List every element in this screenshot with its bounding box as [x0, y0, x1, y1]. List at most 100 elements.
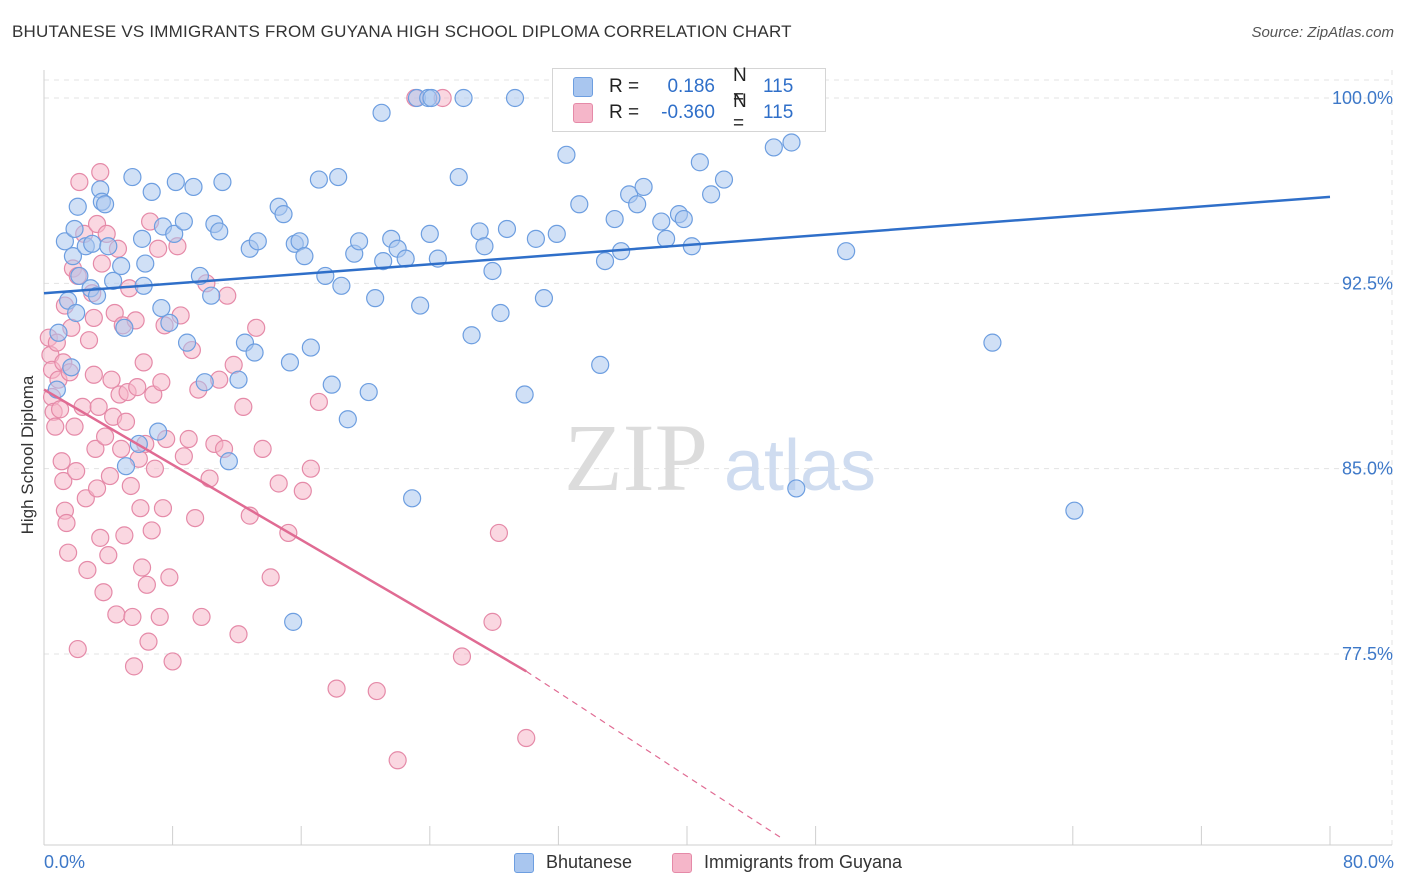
chart-title: BHUTANESE VS IMMIGRANTS FROM GUYANA HIGH…: [12, 22, 792, 41]
guyana-point-39: [94, 583, 113, 602]
bhutanese-point-58: [316, 266, 335, 286]
guyana-point-42: [99, 546, 118, 565]
guyana-point-43: [100, 466, 120, 486]
guyana-point-78: [160, 568, 179, 587]
bhutanese-point-94: [634, 177, 653, 197]
bhutanese-point-95: [652, 212, 671, 231]
guyana-point-82: [174, 447, 193, 466]
bhutanese-point-83: [526, 229, 545, 248]
trend-line-guyana-extension: [525, 670, 784, 840]
guyana-point-69: [142, 521, 161, 540]
bhutanese-point-44: [229, 370, 248, 389]
bhutanese-point-85: [547, 224, 566, 244]
y-tick-label-1: 85.0%: [1342, 459, 1393, 479]
legend-item-guyana[interactable]: Immigrants from Guyana: [672, 852, 902, 873]
guyana-point-19: [65, 417, 84, 436]
bhutanese-point-73: [420, 224, 439, 244]
guyana-point-36: [91, 528, 110, 547]
bhutanese-point-9: [70, 266, 89, 286]
guyana-point-104: [301, 459, 320, 478]
guyana-point-67: [139, 632, 158, 651]
legend-r-value: -0.360: [661, 102, 715, 123]
guyana-point-98: [247, 318, 266, 337]
guyana-point-44: [102, 370, 121, 389]
guyana-point-101: [269, 474, 288, 493]
bhutanese-point-75: [449, 167, 468, 187]
legend-swatch-bhutanese: [514, 852, 534, 873]
legend-r-value: 0.186: [667, 76, 715, 97]
guyana-point-71: [145, 459, 165, 478]
guyana-point-35: [89, 397, 108, 416]
guyana-point-53: [116, 412, 136, 431]
guyana-point-73: [150, 607, 169, 627]
bhutanese-point-98: [674, 209, 693, 229]
bhutanese-point-113: [454, 88, 473, 108]
x-tick-min: 0.0%: [44, 852, 86, 872]
guyana-point-30: [84, 308, 103, 328]
bhutanese-point-60: [329, 167, 348, 187]
guyana-point-108: [388, 751, 407, 770]
bhutanese-point-48: [245, 343, 264, 362]
bhutanese-point-90: [605, 209, 624, 229]
bhutanese-point-102: [714, 170, 734, 189]
legend-item-bhutanese[interactable]: Bhutanese: [514, 852, 632, 873]
bhutanese-point-31: [160, 313, 179, 332]
guyana-point-83: [179, 429, 198, 449]
guyana-point-14: [57, 513, 76, 533]
bhutanese-point-6: [65, 219, 84, 239]
guyana-point-105: [309, 392, 328, 412]
bhutanese-point-76: [462, 326, 481, 345]
y-axis-label: High School Diploma: [18, 375, 37, 535]
bhutanese-point-101: [702, 185, 721, 204]
bhutanese-point-35: [177, 333, 197, 352]
bhutanese-point-109: [372, 103, 391, 122]
legend-n-label: N =: [733, 65, 747, 108]
bhutanese-point-81: [497, 219, 517, 239]
bhutanese-point-24: [132, 229, 152, 248]
stats-legend: R = 0.186 N = 115 R = -0.360 N = 115: [552, 65, 826, 134]
bhutanese-point-112: [422, 88, 441, 108]
legend-n-value: 115: [763, 102, 794, 123]
bhutanese-point-84: [534, 289, 554, 308]
bhutanese-point-67: [374, 251, 393, 271]
bhutanese-point-21: [116, 457, 136, 476]
bhutanese-point-72: [411, 296, 430, 315]
legend-label-guyana: Immigrants from Guyana: [704, 852, 903, 872]
y-tick-labels: 77.5% 85.0% 92.5% 100.0%: [1332, 88, 1393, 664]
bhutanese-point-88: [591, 355, 610, 374]
guyana-point-64: [134, 353, 153, 372]
y-tick-label-0: 77.5%: [1342, 644, 1393, 664]
bhutanese-point-106: [837, 242, 856, 261]
bhutanese-point-33: [166, 172, 185, 192]
bhutanese-point-32: [165, 224, 184, 244]
guyana-point-10: [54, 471, 73, 491]
bhutanese-point-61: [332, 276, 351, 295]
bhutanese-point-43: [219, 452, 238, 471]
guyana-point-37: [91, 163, 110, 182]
bhutanese-point-103: [764, 138, 783, 157]
guyana-point-112: [483, 612, 502, 631]
legend-r-label: R =: [609, 76, 640, 97]
series-bhutanese-points: [47, 88, 1084, 631]
bhutanese-point-89: [595, 251, 615, 271]
legend-swatch-guyana: [672, 852, 692, 873]
bhutanese-point-104: [782, 133, 801, 152]
legend-swatch-blue: [573, 77, 593, 97]
bhutanese-point-29: [152, 298, 171, 318]
guyana-point-89: [200, 469, 219, 488]
x-tick-max: 80.0%: [1342, 852, 1394, 872]
bhutanese-point-42: [213, 172, 232, 192]
guyana-point-63: [132, 558, 152, 577]
bhutanese-point-100: [690, 153, 709, 172]
guyana-point-60: [128, 378, 147, 397]
bhutanese-point-1: [49, 323, 68, 342]
bhutanese-point-41: [210, 222, 229, 241]
guyana-point-93: [218, 286, 237, 305]
bhutanese-point-2: [55, 232, 74, 251]
bhutanese-point-39: [202, 286, 221, 305]
guyana-point-66: [137, 575, 156, 594]
bhutanese-point-52: [280, 353, 300, 372]
bhutanese-point-56: [301, 338, 320, 357]
bhutanese-point-4: [62, 358, 81, 377]
bhutanese-point-78: [475, 237, 494, 256]
